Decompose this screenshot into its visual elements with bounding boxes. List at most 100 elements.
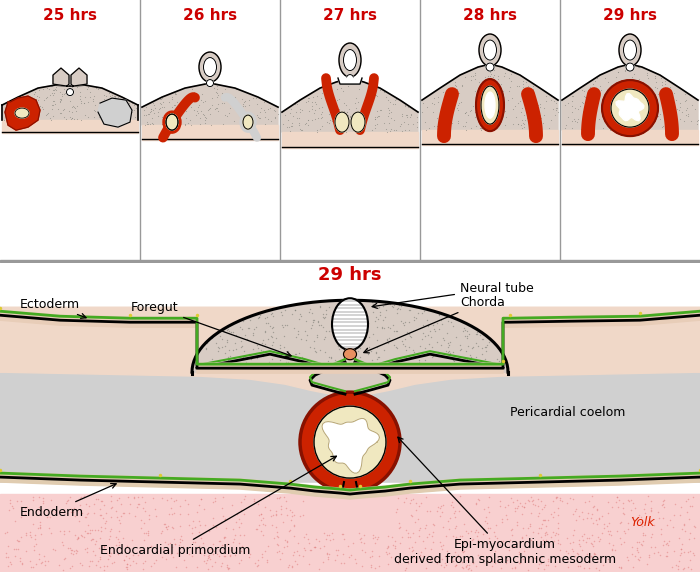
Point [89, 106, 100, 116]
Point [96, 496, 107, 506]
Point [35, 559, 46, 568]
Point [219, 94, 230, 104]
Point [373, 561, 384, 570]
Point [583, 496, 594, 506]
Point [75, 96, 86, 105]
Point [179, 121, 190, 130]
Point [482, 524, 493, 533]
Point [470, 525, 482, 534]
Point [21, 529, 32, 538]
Point [321, 118, 332, 127]
Point [582, 92, 593, 101]
Point [19, 107, 30, 116]
Point [534, 554, 545, 563]
Point [431, 319, 442, 328]
Point [579, 115, 590, 124]
Point [628, 91, 639, 100]
Point [527, 500, 538, 509]
Point [514, 547, 525, 557]
Point [375, 105, 386, 114]
Point [76, 505, 87, 514]
Point [673, 562, 684, 571]
Point [657, 497, 668, 506]
Point [373, 112, 384, 121]
Point [676, 539, 687, 549]
Point [400, 526, 412, 535]
Point [559, 101, 570, 110]
Point [88, 97, 99, 106]
Point [299, 532, 310, 541]
Point [342, 116, 353, 125]
Point [593, 565, 604, 572]
Point [123, 99, 134, 108]
Point [270, 112, 281, 121]
Ellipse shape [344, 349, 356, 360]
Point [437, 334, 448, 343]
Point [618, 503, 629, 513]
Point [399, 125, 410, 134]
Point [94, 505, 106, 514]
Point [550, 494, 561, 503]
Point [391, 343, 402, 352]
Point [592, 98, 603, 107]
Point [251, 323, 262, 332]
Point [156, 553, 167, 562]
Point [511, 82, 522, 91]
Point [222, 337, 233, 347]
Point [35, 523, 46, 533]
Point [225, 551, 236, 560]
Point [58, 526, 69, 535]
Point [199, 521, 210, 530]
Point [622, 495, 634, 505]
Point [364, 363, 375, 372]
Point [323, 356, 334, 366]
Text: 26 hrs: 26 hrs [183, 8, 237, 23]
Point [595, 85, 606, 94]
Point [326, 363, 337, 372]
Point [104, 551, 116, 561]
Point [26, 112, 37, 121]
Point [521, 113, 532, 122]
Point [308, 317, 319, 327]
Point [356, 317, 367, 326]
Point [384, 127, 395, 136]
Point [634, 82, 645, 92]
Point [268, 361, 279, 370]
Point [500, 503, 511, 512]
Point [589, 90, 601, 99]
Point [455, 491, 466, 500]
Point [82, 520, 93, 529]
Point [692, 120, 700, 129]
Point [4, 498, 15, 507]
Point [362, 344, 373, 353]
Point [118, 533, 129, 542]
Point [272, 533, 284, 542]
Point [228, 345, 239, 355]
Point [179, 93, 190, 102]
Point [563, 562, 574, 571]
Point [204, 109, 216, 118]
Point [384, 300, 395, 309]
Point [435, 316, 447, 325]
Point [214, 536, 225, 545]
Ellipse shape [619, 34, 641, 66]
Point [399, 102, 410, 111]
Point [634, 84, 645, 93]
Point [342, 110, 354, 120]
Point [159, 118, 170, 128]
Point [379, 88, 390, 97]
Point [598, 124, 609, 133]
Point [34, 517, 46, 526]
Point [512, 119, 524, 128]
Point [160, 113, 171, 122]
Point [475, 124, 486, 133]
Point [668, 98, 679, 107]
Point [476, 124, 487, 133]
Point [278, 322, 289, 331]
Point [537, 540, 548, 549]
Point [99, 523, 111, 533]
Point [649, 542, 660, 551]
Point [121, 565, 132, 572]
Point [330, 363, 341, 372]
Point [523, 81, 534, 90]
